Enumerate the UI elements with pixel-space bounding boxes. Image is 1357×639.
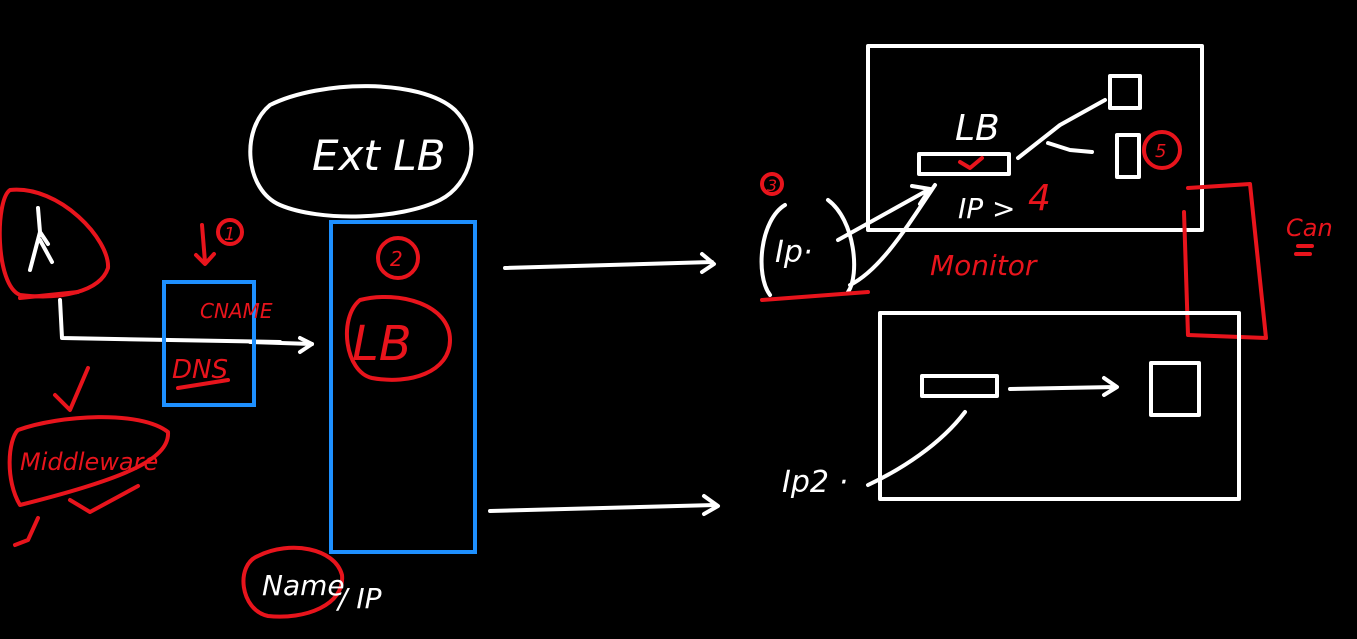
step-5-circle bbox=[1142, 130, 1182, 170]
lb-box bbox=[329, 220, 477, 554]
step-1-label: 1 bbox=[224, 224, 235, 245]
middleware-box bbox=[7, 415, 171, 507]
step-3-label: 3 bbox=[767, 176, 777, 195]
name-circle bbox=[241, 545, 345, 619]
lb-to-ip1-arrow bbox=[503, 252, 716, 274]
lb-rect-bottom bbox=[920, 374, 999, 398]
can-label: Can bbox=[1286, 214, 1333, 242]
step-2-label: 2 bbox=[390, 247, 403, 271]
name-label: Name bbox=[262, 569, 345, 602]
server-node-2 bbox=[1115, 133, 1141, 179]
dns-box bbox=[162, 280, 256, 407]
user-blob bbox=[0, 187, 111, 299]
ip2-connector bbox=[866, 410, 967, 487]
lb-bottom-arrow bbox=[1008, 376, 1119, 397]
ip1-curve bbox=[848, 183, 937, 287]
can-underline bbox=[1294, 244, 1314, 256]
ext-lb-cloud bbox=[248, 84, 474, 219]
ip1-label: Ip· bbox=[775, 235, 812, 270]
lb-check bbox=[958, 156, 984, 170]
user-underline bbox=[18, 290, 80, 300]
lb-top-connectors bbox=[1016, 98, 1107, 160]
step-3-circle bbox=[760, 172, 784, 196]
can-shape bbox=[1182, 182, 1268, 340]
step-1-arrow bbox=[194, 223, 216, 266]
lb-big-label: LB bbox=[352, 316, 412, 372]
server-node-3 bbox=[1149, 361, 1201, 417]
server-node-1 bbox=[1108, 74, 1142, 110]
ip1-underline bbox=[760, 290, 870, 302]
check-mark-2 bbox=[13, 516, 40, 547]
server-box-bottom bbox=[878, 311, 1241, 501]
step-1-circle bbox=[216, 218, 244, 246]
user-icon bbox=[28, 206, 54, 272]
ip-gt-label: IP > bbox=[958, 192, 1016, 225]
dns-to-lb-arrow bbox=[248, 340, 314, 346]
monitor-label: Monitor bbox=[930, 249, 1038, 282]
server-box-top bbox=[866, 44, 1204, 232]
step-5-label: 5 bbox=[1155, 141, 1166, 162]
cname-label: CNAME bbox=[200, 299, 273, 323]
middleware-label: Middleware bbox=[20, 448, 158, 476]
lb-rect-top bbox=[917, 152, 1011, 176]
ip2-label: Ip2 · bbox=[782, 465, 848, 500]
ext-lb-label: Ext LB bbox=[312, 131, 445, 180]
check-mark-3 bbox=[68, 484, 140, 514]
dns-underline bbox=[176, 378, 230, 390]
check-mark-1 bbox=[53, 366, 90, 412]
ip-gt-value: 4 bbox=[1028, 178, 1051, 219]
lb-to-ip2-arrow bbox=[488, 494, 720, 516]
step-2-circle bbox=[376, 236, 420, 280]
ip-slash-label: / IP bbox=[335, 582, 382, 615]
lb-box-label: LB bbox=[955, 108, 1000, 149]
lb-circle bbox=[345, 295, 452, 382]
